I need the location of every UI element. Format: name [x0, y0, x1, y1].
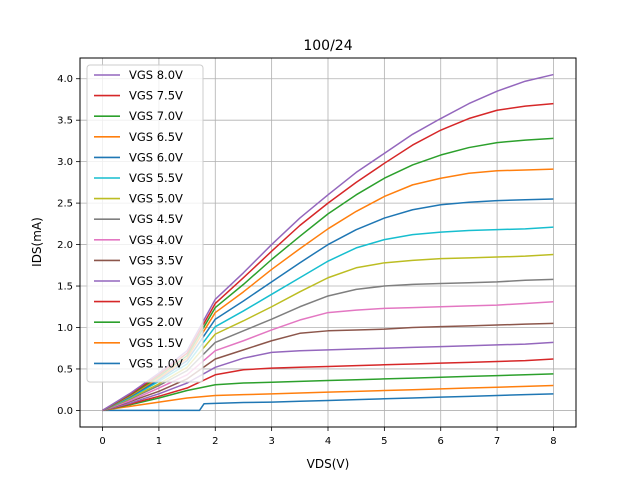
legend-label: VGS 6.5V: [129, 130, 183, 144]
y-tick-label: 0.0: [57, 406, 73, 417]
legend-label: VGS 6.0V: [129, 150, 183, 164]
y-tick-label: 1.5: [57, 282, 73, 293]
y-axis-label: IDS(mA): [30, 217, 44, 267]
legend-label: VGS 8.0V: [129, 68, 183, 82]
y-tick-label: 3.5: [57, 116, 73, 127]
x-tick-label: 2: [212, 436, 218, 447]
x-tick-label: 4: [325, 436, 331, 447]
legend-label: VGS 1.0V: [129, 356, 183, 370]
x-tick-label: 5: [381, 436, 387, 447]
legend-label: VGS 7.0V: [129, 109, 183, 123]
legend-label: VGS 2.0V: [129, 315, 183, 329]
legend-label: VGS 3.5V: [129, 253, 183, 267]
series-line: [102, 384, 554, 412]
chart-title: 100/24: [303, 38, 352, 54]
x-tick-label: 3: [268, 436, 274, 447]
x-tick-label: 1: [156, 436, 162, 447]
x-tick-label: 8: [550, 436, 556, 447]
x-axis-label: VDS(V): [307, 457, 350, 471]
legend-label: VGS 1.5V: [129, 336, 183, 350]
legend-label: VGS 3.0V: [129, 274, 183, 288]
axis-ticks: 0 1 2 3 4 5 6 7 8 0.0 0.5 1.0 1.5 2.0 2.5 3.0 3.5 4.0: [57, 74, 557, 447]
legend-label: VGS 7.5V: [129, 89, 183, 103]
series-line: [102, 341, 554, 412]
y-tick-label: 3.0: [57, 157, 73, 168]
y-tick-label: 2.0: [57, 240, 73, 251]
legend-label: VGS 2.5V: [129, 295, 183, 309]
series-line: [102, 322, 554, 412]
y-tick-label: 4.0: [57, 74, 73, 85]
x-tick-label: 0: [99, 436, 105, 447]
y-tick-label: 1.0: [57, 323, 73, 334]
legend-label: VGS 4.5V: [129, 212, 183, 226]
legend-label: VGS 5.0V: [129, 192, 183, 206]
legend: VGS 8.0V VGS 7.5V VGS 7.0V VGS 6.5V VGS 6.0V…: [86, 64, 204, 383]
x-tick-label: 7: [494, 436, 500, 447]
series-line: [102, 358, 554, 412]
x-tick-label: 6: [438, 436, 444, 447]
legend-label: VGS 5.5V: [129, 171, 183, 185]
y-tick-label: 0.5: [57, 364, 73, 375]
y-tick-label: 2.5: [57, 199, 73, 210]
legend-label: VGS 4.0V: [129, 233, 183, 247]
legend-box: [86, 64, 204, 383]
series-line: [102, 393, 554, 412]
series-line: [102, 373, 554, 412]
